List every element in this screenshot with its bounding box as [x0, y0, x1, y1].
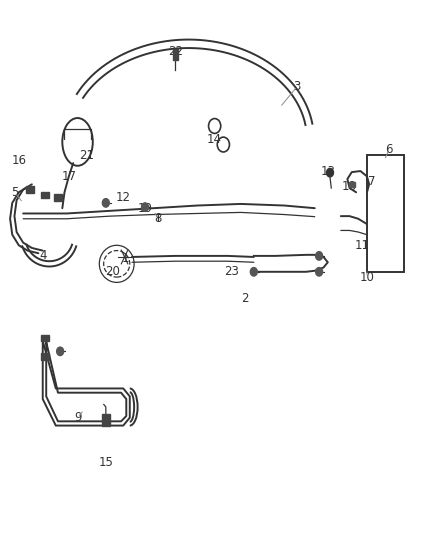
Text: 8: 8	[154, 212, 162, 225]
Circle shape	[57, 347, 64, 356]
Text: 3: 3	[293, 80, 301, 93]
Bar	[102, 415, 110, 426]
Text: 13: 13	[320, 165, 335, 177]
Text: 12: 12	[116, 191, 131, 204]
Circle shape	[141, 203, 148, 212]
Text: 6: 6	[385, 143, 392, 156]
Bar	[41, 335, 49, 341]
Text: 10: 10	[360, 271, 374, 284]
Text: 14: 14	[207, 133, 222, 146]
Text: 15: 15	[99, 456, 113, 469]
Text: 20: 20	[105, 265, 120, 278]
Bar	[41, 192, 49, 198]
Text: 1: 1	[122, 252, 129, 265]
Bar	[54, 195, 62, 201]
Circle shape	[316, 268, 322, 276]
Text: 5: 5	[11, 186, 18, 199]
Bar	[26, 187, 34, 193]
Circle shape	[251, 268, 257, 276]
Text: 22: 22	[168, 45, 183, 58]
Text: 2: 2	[241, 292, 249, 305]
Text: 23: 23	[225, 265, 240, 278]
Bar	[173, 49, 178, 60]
Text: 17: 17	[61, 170, 76, 183]
Text: 9: 9	[74, 411, 81, 424]
Text: 7: 7	[367, 175, 375, 188]
Text: 16: 16	[11, 154, 26, 167]
Text: 21: 21	[79, 149, 94, 161]
Bar	[41, 353, 49, 360]
Bar	[349, 182, 355, 187]
Text: 19: 19	[138, 201, 152, 215]
Text: 11: 11	[355, 239, 370, 252]
Text: 4: 4	[39, 249, 46, 262]
Bar	[367, 155, 404, 272]
Circle shape	[316, 252, 322, 260]
Text: 18: 18	[342, 181, 357, 193]
Circle shape	[326, 168, 333, 177]
Circle shape	[102, 199, 110, 207]
